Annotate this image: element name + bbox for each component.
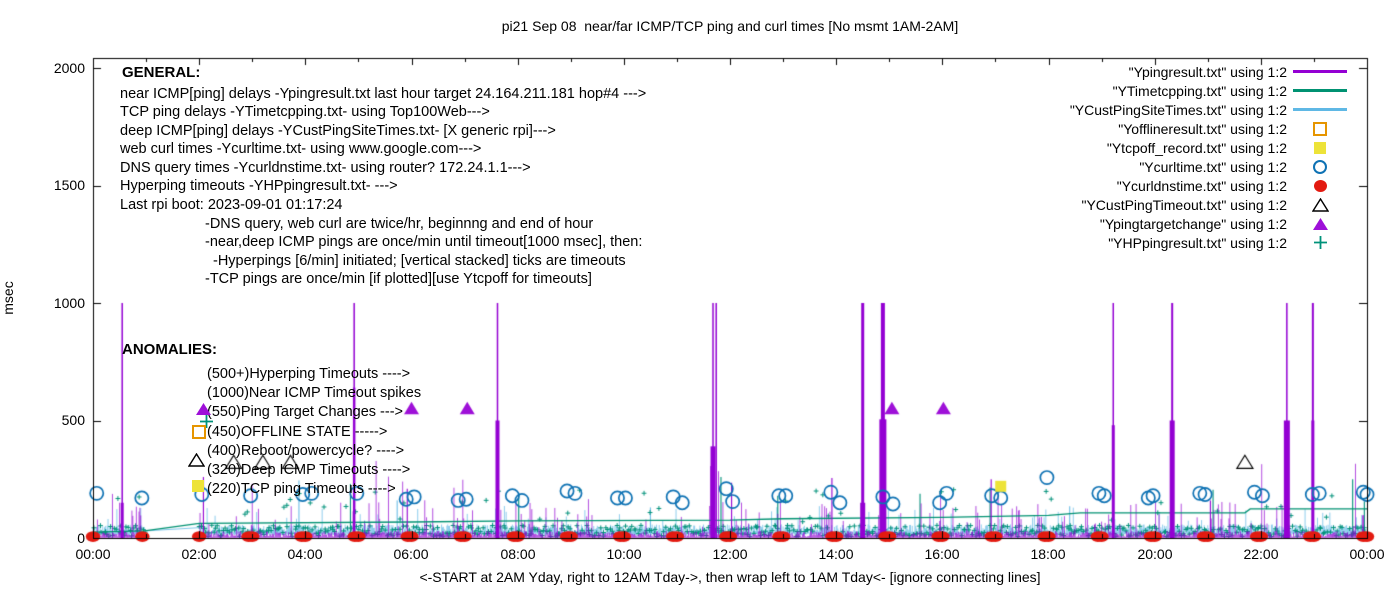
general-line: Last rpi boot: 2023-09-01 01:17:24	[120, 197, 343, 213]
deep-icmp-line-icon	[1291, 108, 1349, 111]
general-line: web curl times -Ycurltime.txt- using www…	[120, 141, 482, 157]
general-line: near ICMP[ping] delays -Ypingresult.txt …	[120, 86, 647, 102]
anomaly-line: (1000)Near ICMP Timeout spikes	[207, 385, 422, 401]
x-tick-label: 02:00	[181, 546, 217, 562]
legend-item: "Ypingtargetchange" using 1:2	[929, 214, 1349, 233]
legend-label: "YCustPingTimeout.txt" using 1:2	[1081, 196, 1287, 213]
general-line: Hyperping timeouts -YHPpingresult.txt- -…	[120, 178, 398, 194]
offline-square-icon	[192, 425, 206, 439]
x-tick-label: 14:00	[818, 546, 854, 562]
curl-circle-icon	[1291, 159, 1349, 174]
general-line: DNS query times -Ycurldnstime.txt- using…	[120, 160, 531, 176]
offline-square-icon	[1291, 121, 1349, 136]
x-tick-label: 10:00	[606, 546, 642, 562]
x-tick-label: 06:00	[393, 546, 429, 562]
legend-label: "Ycurltime.txt" using 1:2	[1139, 158, 1287, 175]
hyperping-plus-icon	[199, 414, 214, 434]
legend-item: "Ycurltime.txt" using 1:2	[929, 157, 1349, 176]
x-tick-label: 08:00	[500, 546, 536, 562]
near-icmp-line-icon	[1291, 70, 1349, 73]
y-tick-label: 2000	[53, 60, 85, 76]
legend-item: "YCustPingSiteTimes.txt" using 1:2	[929, 100, 1349, 119]
deep-timeout-triangle-icon	[187, 452, 206, 472]
anomaly-line: (220)TCP ping Timeouts ---->	[207, 481, 396, 497]
deep-timeout-triangle-icon	[1291, 197, 1349, 212]
y-tick-label: 1500	[53, 177, 85, 193]
legend-label: "YTimetcpping.txt" using 1:2	[1112, 82, 1287, 99]
target-change-triangle-icon	[195, 402, 212, 421]
general-line: -DNS query, web curl are twice/hr, begin…	[205, 216, 594, 232]
anomaly-line: (550)Ping Target Changes --->	[207, 404, 403, 420]
y-tick-label: 0	[77, 530, 85, 546]
x-tick-label: 04:00	[287, 546, 323, 562]
legend-label: "Ypingresult.txt" using 1:2	[1128, 63, 1287, 80]
hyperping-plus-icon	[1291, 235, 1349, 250]
legend-label: "Ycurldnstime.txt" using 1:2	[1116, 177, 1287, 194]
legend-item: "Yofflineresult.txt" using 1:2	[929, 119, 1349, 138]
legend-label: "YCustPingSiteTimes.txt" using 1:2	[1069, 101, 1287, 118]
general-line: -near,deep ICMP pings are once/min until…	[205, 234, 643, 250]
legend-item: "Ytcpoff_record.txt" using 1:2	[929, 138, 1349, 157]
y-tick-label: 500	[61, 412, 85, 428]
legend-label: "Ytcpoff_record.txt" using 1:2	[1106, 139, 1287, 156]
target-change-triangle-icon	[1291, 217, 1349, 231]
dns-dot-icon	[1291, 179, 1349, 192]
legend-item: "YCustPingTimeout.txt" using 1:2	[929, 195, 1349, 214]
general-line: deep ICMP[ping] delays -YCustPingSiteTim…	[120, 123, 556, 139]
x-tick-label: 22:00	[1243, 546, 1279, 562]
general-line: TCP ping delays -YTimetcpping.txt- using…	[120, 104, 490, 120]
general-heading: GENERAL:	[122, 64, 201, 81]
legend-item: "Ycurldnstime.txt" using 1:2	[929, 176, 1349, 195]
x-tick-label: 16:00	[924, 546, 960, 562]
x-tick-label: 12:00	[712, 546, 748, 562]
x-tick-label: 00:00	[1349, 546, 1385, 562]
legend-item: "Ypingresult.txt" using 1:2	[929, 62, 1349, 81]
x-tick-label: 18:00	[1030, 546, 1066, 562]
legend-item: "YTimetcpping.txt" using 1:2	[929, 81, 1349, 100]
tcp-off-square-icon	[1291, 141, 1349, 154]
legend-label: "Ypingtargetchange" using 1:2	[1099, 215, 1287, 232]
legend: "Ypingresult.txt" using 1:2 "YTimetcppin…	[929, 62, 1349, 252]
chart-title: pi21 Sep 08 near/far ICMP/TCP ping and c…	[501, 18, 959, 34]
anomaly-line: (500+)Hyperping Timeouts ---->	[207, 366, 411, 382]
x-tick-label: 20:00	[1137, 546, 1173, 562]
general-line: -TCP pings are once/min [if plotted][use…	[205, 271, 592, 287]
tcp-off-square-icon	[192, 480, 204, 492]
anomaly-line: (320)Deep ICMP Timeouts ---->	[207, 462, 411, 478]
y-tick-label: 1000	[53, 295, 85, 311]
anomalies-heading: ANOMALIES:	[122, 341, 217, 358]
anomaly-line: (400)Reboot/powercycle? ---->	[207, 443, 405, 459]
x-axis-label: <-START at 2AM Yday, right to 12AM Tday-…	[419, 569, 1041, 585]
anomaly-line: (450)OFFLINE STATE ----->	[207, 424, 388, 440]
legend-label: "Yofflineresult.txt" using 1:2	[1118, 120, 1287, 137]
y-axis-label: msec	[0, 281, 16, 315]
tcp-ping-line-icon	[1291, 89, 1349, 92]
general-line: -Hyperpings [6/min] initiated; [vertical…	[213, 253, 626, 269]
x-tick-label: 00:00	[75, 546, 111, 562]
legend-label: "YHPpingresult.txt" using 1:2	[1108, 234, 1287, 251]
legend-item: "YHPpingresult.txt" using 1:2	[929, 233, 1349, 252]
